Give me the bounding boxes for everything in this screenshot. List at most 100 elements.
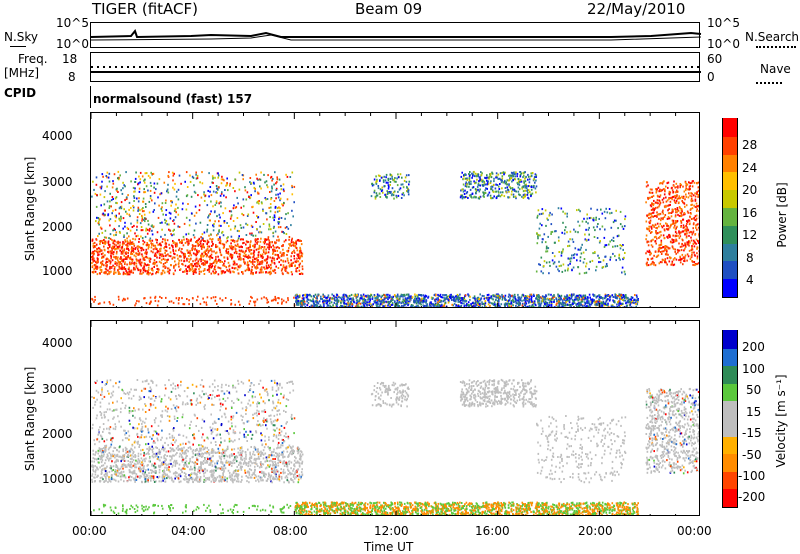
range-gate-cell	[113, 272, 115, 275]
range-gate-cell	[221, 178, 224, 181]
range-gate-cell	[594, 302, 597, 305]
range-gate-cell	[549, 264, 551, 267]
range-gate-cell	[419, 298, 421, 301]
range-gate-cell	[616, 235, 619, 238]
range-gate-cell	[560, 294, 563, 297]
range-gate-cell	[688, 231, 691, 234]
range-gate-cell	[168, 247, 171, 250]
range-gate-cell	[312, 305, 314, 307]
range-gate-cell	[109, 192, 111, 195]
range-gate-cell	[320, 305, 323, 307]
range-gate-cell	[462, 297, 465, 299]
range-gate-cell	[104, 190, 106, 193]
range-gate-cell	[118, 212, 120, 215]
range-gate-cell	[514, 297, 517, 300]
range-gate-cell	[479, 293, 481, 296]
range-gate-cell	[661, 261, 663, 264]
range-gate-cell	[477, 173, 480, 176]
range-gate-cell	[623, 299, 625, 302]
range-gate-cell	[553, 299, 555, 302]
range-gate-cell	[257, 259, 259, 262]
range-gate-cell	[194, 259, 197, 262]
range-gate-cell	[261, 246, 263, 248]
range-gate-cell	[117, 177, 119, 180]
range-gate-cell	[671, 186, 673, 189]
range-gate-cell	[182, 235, 185, 238]
range-gate-cell	[245, 243, 247, 246]
range-gate-cell	[695, 192, 698, 195]
range-gate-cell	[174, 260, 176, 263]
range-gate-cell	[569, 238, 571, 241]
range-gate-cell	[315, 305, 317, 307]
range-gate-cell	[617, 306, 619, 307]
range-gate-cell	[387, 301, 389, 303]
range-gate-cell	[266, 298, 269, 301]
range-gate-cell	[619, 210, 622, 213]
range-gate-cell	[258, 178, 261, 181]
range-gate-cell	[164, 233, 166, 236]
range-gate-cell	[156, 231, 159, 234]
range-gate-cell	[582, 294, 585, 297]
range-gate-cell	[286, 254, 288, 256]
range-gate-cell	[223, 243, 226, 246]
range-gate-cell	[571, 238, 574, 241]
range-gate-cell	[403, 300, 406, 302]
range-gate-cell	[506, 186, 509, 189]
range-gate-cell	[99, 266, 101, 269]
range-gate-cell	[246, 256, 248, 258]
range-gate-cell	[695, 214, 698, 217]
range-gate-cell	[275, 297, 277, 300]
range-gate-cell	[558, 299, 561, 302]
range-gate-cell	[621, 271, 623, 274]
range-gate-cell	[217, 188, 219, 191]
range-gate-cell	[192, 247, 194, 250]
range-gate-cell	[512, 188, 514, 191]
range-gate-cell	[371, 183, 373, 185]
range-gate-cell	[180, 250, 182, 253]
range-gate-cell	[199, 221, 202, 224]
range-gate-cell	[595, 302, 598, 305]
range-gate-cell	[290, 259, 292, 262]
range-gate-cell	[503, 303, 506, 306]
range-gate-cell	[455, 296, 458, 299]
range-gate-cell	[225, 241, 228, 244]
range-gate-cell	[273, 216, 276, 219]
range-gate-cell	[103, 245, 105, 248]
range-gate-cell	[442, 294, 444, 296]
range-gate-cell	[558, 239, 560, 242]
range-gate-cell	[227, 251, 230, 253]
range-gate-cell	[377, 302, 379, 305]
range-gate-cell	[103, 271, 105, 274]
range-gate-cell	[293, 255, 295, 257]
range-gate-cell	[250, 268, 253, 271]
range-gate-cell	[199, 241, 201, 244]
range-gate-cell	[240, 264, 242, 267]
range-gate-cell	[125, 252, 127, 255]
range-gate-cell	[112, 303, 115, 306]
nave-tick-top: 60	[707, 52, 723, 66]
range-gate-cell	[184, 180, 186, 183]
range-gate-cell	[210, 248, 213, 251]
range-gate-cell	[270, 206, 272, 209]
range-gate-cell	[556, 302, 558, 305]
range-gate-cell	[248, 260, 251, 263]
range-gate-cell	[385, 293, 388, 296]
range-gate-cell	[541, 300, 544, 303]
range-gate-cell	[254, 245, 256, 248]
range-gate-cell	[101, 260, 104, 263]
range-gate-cell	[496, 300, 499, 303]
range-gate-cell	[181, 240, 183, 243]
range-gate-cell	[248, 302, 251, 305]
range-gate-cell	[687, 242, 690, 245]
range-gate-cell	[261, 255, 263, 257]
range-gate-cell	[589, 306, 591, 307]
range-gate-cell	[149, 189, 152, 192]
range-gate-cell	[91, 271, 94, 274]
range-gate-cell	[118, 207, 121, 210]
range-gate-cell	[463, 193, 466, 195]
range-gate-cell	[215, 245, 217, 248]
range-gate-cell	[196, 253, 198, 255]
range-gate-cell	[260, 297, 263, 300]
range-gate-cell	[675, 211, 677, 214]
range-gate-cell	[374, 299, 377, 302]
